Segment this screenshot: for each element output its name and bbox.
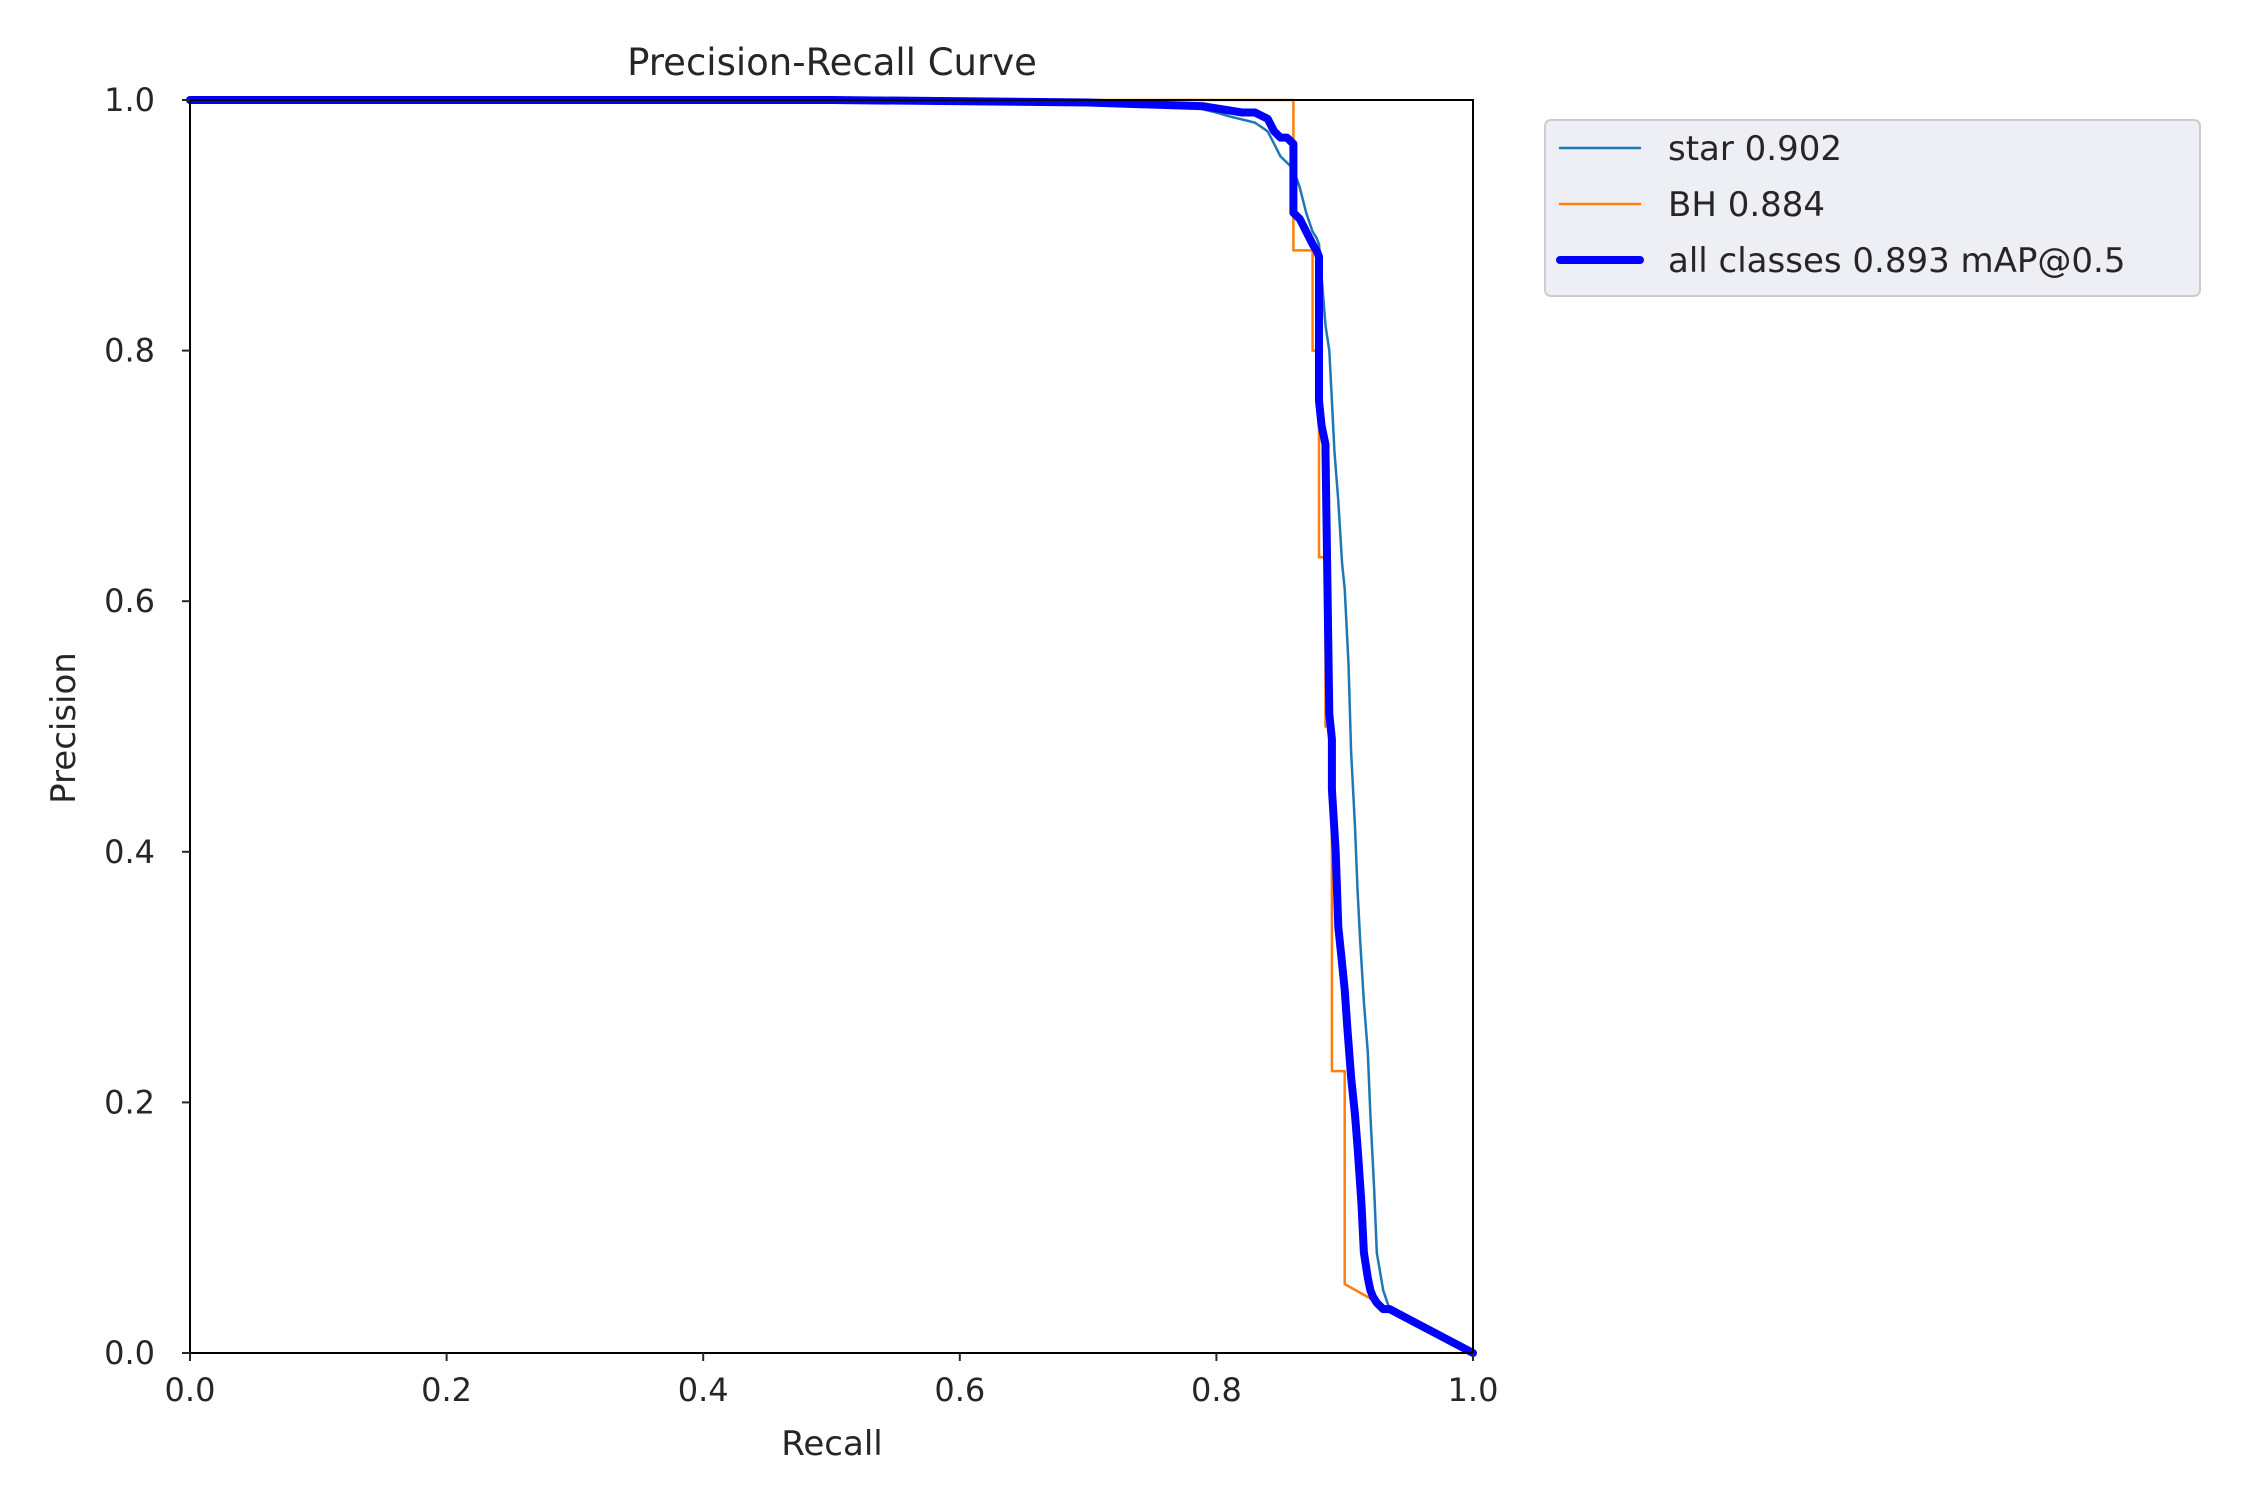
y-tick-label: 1.0 <box>104 81 155 119</box>
x-tick-label: 1.0 <box>1448 1371 1499 1409</box>
legend-label-2: all classes 0.893 mAP@0.5 <box>1668 241 2125 281</box>
y-tick-label: 0.4 <box>104 833 155 871</box>
series-line-2 <box>186 96 1477 1357</box>
legend-box <box>1544 119 2201 297</box>
y-axis: 0.0 0.2 0.4 0.6 0.8 1.0 <box>104 81 190 1372</box>
legend-label-0: star 0.902 <box>1668 129 1842 169</box>
x-tick-label: 0.8 <box>1191 1371 1242 1409</box>
y-tick-label: 0.6 <box>104 582 155 620</box>
x-tick-label: 0.6 <box>934 1371 985 1409</box>
x-axis-label: Recall <box>781 1424 882 1464</box>
y-axis-label: Precision <box>44 652 84 804</box>
legend-label-1: BH 0.884 <box>1668 185 1825 225</box>
x-tick-label: 0.4 <box>678 1371 729 1409</box>
chart-title: Precision-Recall Curve <box>627 41 1037 84</box>
plot-area <box>190 100 1473 1353</box>
plot-frame <box>189 99 1474 1354</box>
y-tick-label: 0.0 <box>104 1334 155 1372</box>
y-tick-label: 0.2 <box>104 1083 155 1121</box>
y-tick-label: 0.8 <box>104 332 155 370</box>
x-tick-label: 0.0 <box>165 1371 216 1409</box>
legend: star 0.902 BH 0.884 all classes 0.893 mAP@… <box>1544 119 2201 297</box>
x-tick-label: 0.2 <box>421 1371 472 1409</box>
x-axis: 0.0 0.2 0.4 0.6 0.8 1.0 <box>165 1353 1499 1409</box>
series-layer <box>186 96 1477 1357</box>
series-line-0 <box>188 98 1475 1355</box>
